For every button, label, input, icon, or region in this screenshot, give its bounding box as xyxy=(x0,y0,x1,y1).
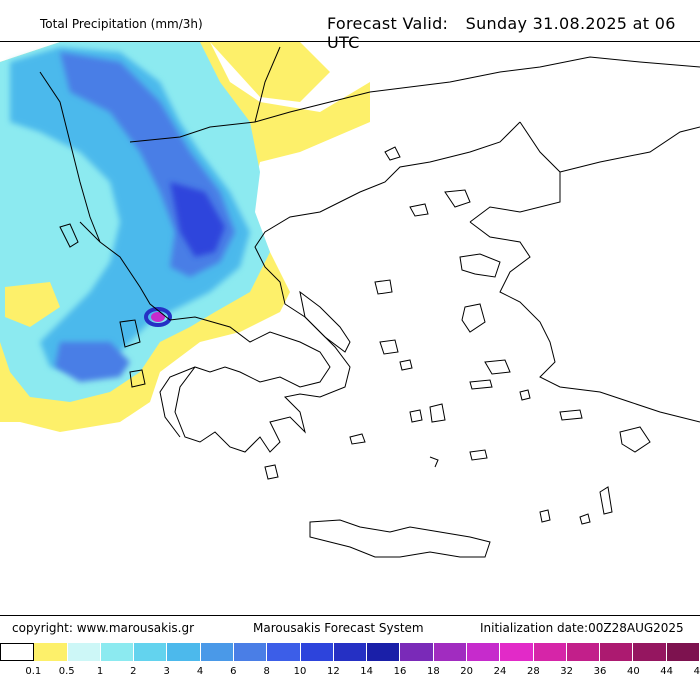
legend-label: 14 xyxy=(360,666,374,677)
forecast-label: Forecast Valid: xyxy=(327,14,449,33)
island-kasos xyxy=(579,513,591,525)
island-east-small xyxy=(539,509,551,523)
legend-swatch xyxy=(167,643,201,661)
legend-swatch xyxy=(333,643,368,661)
island-karpathos xyxy=(599,486,613,515)
legend-swatch xyxy=(500,643,534,661)
precip-light-nw xyxy=(210,42,330,102)
island-astypalea xyxy=(469,449,488,461)
legend-swatch xyxy=(533,643,567,661)
precip-fields xyxy=(0,42,370,432)
legend-swatch xyxy=(233,643,268,661)
legend-swatch xyxy=(466,643,501,661)
legend-swatch xyxy=(200,643,234,661)
island-milos xyxy=(349,433,366,445)
legend-label: 1 xyxy=(96,666,104,677)
coast-crete xyxy=(309,519,491,558)
island-naxos xyxy=(429,403,446,423)
legend-label: 44 xyxy=(660,666,674,677)
coast-mainland xyxy=(79,121,521,453)
border-albania xyxy=(39,71,101,243)
coast-peloponnese xyxy=(159,366,196,438)
color-legend xyxy=(0,643,700,661)
footer: copyright: www.marousakis.gr Marousakis … xyxy=(0,616,700,642)
legend-label: 8 xyxy=(263,666,270,677)
island-thasos xyxy=(384,146,401,161)
legend-swatch xyxy=(267,643,301,661)
island-rhodes xyxy=(619,426,651,453)
legend-swatch xyxy=(67,643,101,661)
legend-label: 2 xyxy=(130,666,137,677)
legend-swatch xyxy=(433,643,467,661)
legend-label: 48 xyxy=(693,666,700,677)
island-zakynthos xyxy=(129,369,146,388)
legend-label: 4 xyxy=(196,666,204,677)
init-date: Initialization date:00Z28AUG2025 xyxy=(480,621,684,635)
map-svg xyxy=(0,42,700,558)
island-limnos xyxy=(444,189,471,208)
system-name: Marousakis Forecast System xyxy=(253,621,424,635)
coastlines xyxy=(39,46,700,558)
legend-labels: 0.10.512346810121416182024283236404448 xyxy=(0,666,700,682)
legend-label: 40 xyxy=(626,666,640,677)
legend-swatch xyxy=(0,643,35,661)
forecast-value: Sunday 31.08.2025 at 06 UTC xyxy=(327,14,676,52)
header: Total Precipitation (mm/3h) Forecast Val… xyxy=(0,0,700,52)
legend-label: 32 xyxy=(560,666,574,677)
legend-label: 18 xyxy=(426,666,440,677)
copyright-text: copyright: www.marousakis.gr xyxy=(12,621,195,635)
precip-heavy xyxy=(170,182,225,257)
precip-west-blue xyxy=(55,342,130,382)
legend-label: 6 xyxy=(230,666,237,677)
island-santorini xyxy=(429,456,439,468)
legend-swatch xyxy=(600,643,634,661)
coast-turkey xyxy=(469,221,700,423)
precip-core xyxy=(151,312,165,322)
island-lesvos xyxy=(459,253,501,278)
island-samothraki xyxy=(409,203,429,217)
legend-label: 0.5 xyxy=(58,666,75,677)
border-north xyxy=(129,56,700,143)
legend-swatch xyxy=(134,643,168,661)
coast-turkey-upper xyxy=(559,126,700,173)
legend-swatch xyxy=(566,643,601,661)
legend-swatch xyxy=(300,643,334,661)
island-samos xyxy=(484,359,511,375)
legend-label: 36 xyxy=(593,666,607,677)
legend-label: 0.1 xyxy=(25,666,42,677)
legend-swatch xyxy=(633,643,667,661)
island-paros xyxy=(409,409,423,423)
forecast-valid: Forecast Valid: Sunday 31.08.2025 at 06 … xyxy=(327,14,700,52)
precipitation-map xyxy=(0,41,700,616)
island-chios xyxy=(461,303,486,333)
island-kythira xyxy=(264,464,279,480)
chart-title: Total Precipitation (mm/3h) xyxy=(40,17,203,31)
island-ikaria xyxy=(469,379,493,390)
border-bulgaria xyxy=(254,46,281,123)
island-leros xyxy=(519,389,531,401)
legend-label: 12 xyxy=(326,666,340,677)
legend-swatch xyxy=(100,643,135,661)
legend-swatch xyxy=(666,643,700,661)
island-kos xyxy=(559,409,583,421)
legend-label: 10 xyxy=(293,666,307,677)
precip-blue xyxy=(10,47,250,372)
legend-label: 28 xyxy=(526,666,540,677)
legend-label: 24 xyxy=(493,666,507,677)
legend-label: 20 xyxy=(460,666,474,677)
legend-label: 3 xyxy=(163,666,170,677)
island-skyros xyxy=(374,279,393,295)
island-kefalonia xyxy=(119,319,141,348)
border-turkey xyxy=(469,121,561,223)
precip-yellow-sw xyxy=(5,282,60,327)
island-corfu xyxy=(59,223,79,248)
legend-swatch xyxy=(367,643,401,661)
coast-evia xyxy=(299,290,351,353)
island-tinos xyxy=(399,359,413,371)
legend-swatch xyxy=(400,643,434,661)
precip-core-ring xyxy=(144,307,172,327)
legend-swatch xyxy=(34,643,68,661)
legend-label: 16 xyxy=(393,666,407,677)
island-andros xyxy=(379,339,399,355)
